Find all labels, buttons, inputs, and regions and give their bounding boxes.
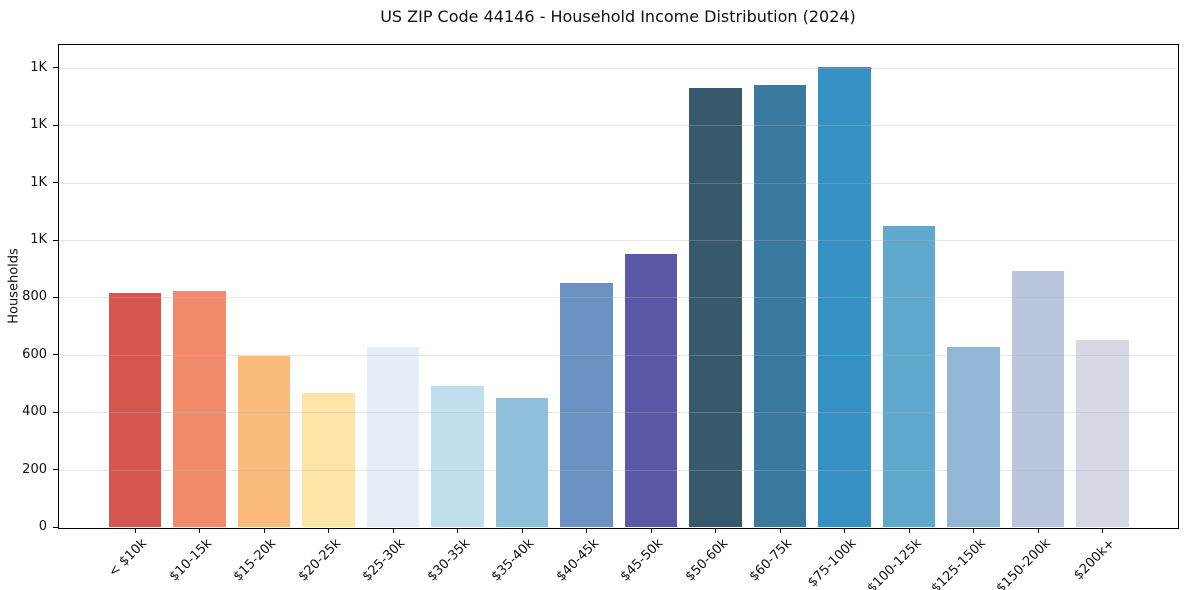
chart-title: US ZIP Code 44146 - Household Income Dis…: [380, 7, 856, 26]
y-tick-mark: [53, 411, 59, 413]
x-tick-label: $20-25k: [295, 536, 344, 585]
x-tick-label: $10-15k: [166, 536, 215, 585]
x-tick-mark: [779, 528, 781, 533]
bar: [173, 291, 226, 527]
x-tick-mark: [586, 528, 588, 533]
x-tick-label: $15-20k: [230, 536, 280, 585]
x-tick-mark: [263, 528, 265, 533]
y-tick-mark: [53, 296, 59, 298]
x-tick-mark: [715, 528, 717, 533]
y-tick-label: 0: [38, 519, 47, 534]
y-tick-label: 1K: [30, 59, 47, 75]
gridline: [59, 297, 1177, 299]
x-tick-label: $200k+: [1070, 536, 1118, 584]
x-tick-mark: [908, 528, 910, 533]
x-tick-mark: [328, 528, 330, 533]
bar: [560, 282, 613, 527]
x-tick-label: $40-45k: [553, 536, 602, 585]
bar: [366, 347, 420, 527]
x-tick-label: $30-35k: [424, 536, 473, 585]
bar: [108, 293, 162, 527]
bar: [624, 254, 678, 527]
gridline: [59, 469, 1177, 471]
x-tick-mark: [973, 528, 975, 533]
x-tick-mark: [457, 528, 459, 533]
bar: [818, 66, 871, 527]
gridline: [59, 182, 1177, 184]
y-tick-mark: [53, 124, 59, 126]
x-tick-label: $45-50k: [617, 536, 667, 585]
gridline: [59, 240, 1177, 242]
x-tick-label: $25-30k: [359, 536, 409, 585]
x-tick-mark: [650, 528, 652, 533]
bar: [947, 346, 1000, 527]
y-tick-label: 200: [22, 461, 47, 477]
gridline: [59, 67, 1177, 69]
y-tick-mark: [53, 526, 59, 528]
y-tick-label: 1K: [30, 232, 47, 248]
gridline: [59, 412, 1177, 414]
y-tick-mark: [53, 354, 59, 356]
y-tick-mark: [53, 67, 59, 69]
x-tick-label: $75-100k: [805, 536, 860, 590]
y-tick-mark: [53, 182, 59, 184]
bar: [1011, 270, 1065, 527]
y-axis-title: Households: [6, 248, 22, 324]
gridline: [59, 125, 1177, 127]
x-tick-mark: [521, 528, 523, 533]
bar: [753, 84, 807, 527]
y-tick-mark: [53, 239, 59, 241]
bar: [431, 385, 484, 527]
gridline: [59, 354, 1177, 356]
x-tick-label: $100-125k: [864, 536, 925, 590]
x-tick-mark: [134, 528, 136, 533]
x-tick-mark: [844, 528, 846, 533]
x-tick-label: $35-40k: [488, 536, 538, 585]
plot-area: [59, 45, 1177, 527]
y-tick-label: 1K: [30, 174, 47, 190]
y-tick-label: 400: [22, 404, 47, 420]
x-tick-label: $60-75k: [746, 536, 796, 585]
y-tick-mark: [53, 469, 59, 471]
bar: [495, 398, 549, 527]
x-tick-label: $150-200k: [993, 536, 1054, 590]
x-tick-label: < $10k: [106, 536, 151, 581]
y-tick-label: 1K: [30, 117, 47, 133]
x-tick-label: $125-150k: [928, 536, 989, 590]
bar: [689, 87, 742, 527]
x-tick-label: $50-60k: [682, 536, 731, 585]
x-tick-mark: [1102, 528, 1104, 533]
x-tick-mark: [392, 528, 394, 533]
y-tick-label: 800: [22, 289, 47, 305]
x-tick-mark: [199, 528, 201, 533]
bar: [237, 355, 291, 527]
x-tick-mark: [1037, 528, 1039, 533]
y-tick-label: 600: [22, 346, 47, 362]
bar: [882, 225, 936, 527]
bar: [302, 392, 355, 527]
bar: [1076, 339, 1129, 527]
